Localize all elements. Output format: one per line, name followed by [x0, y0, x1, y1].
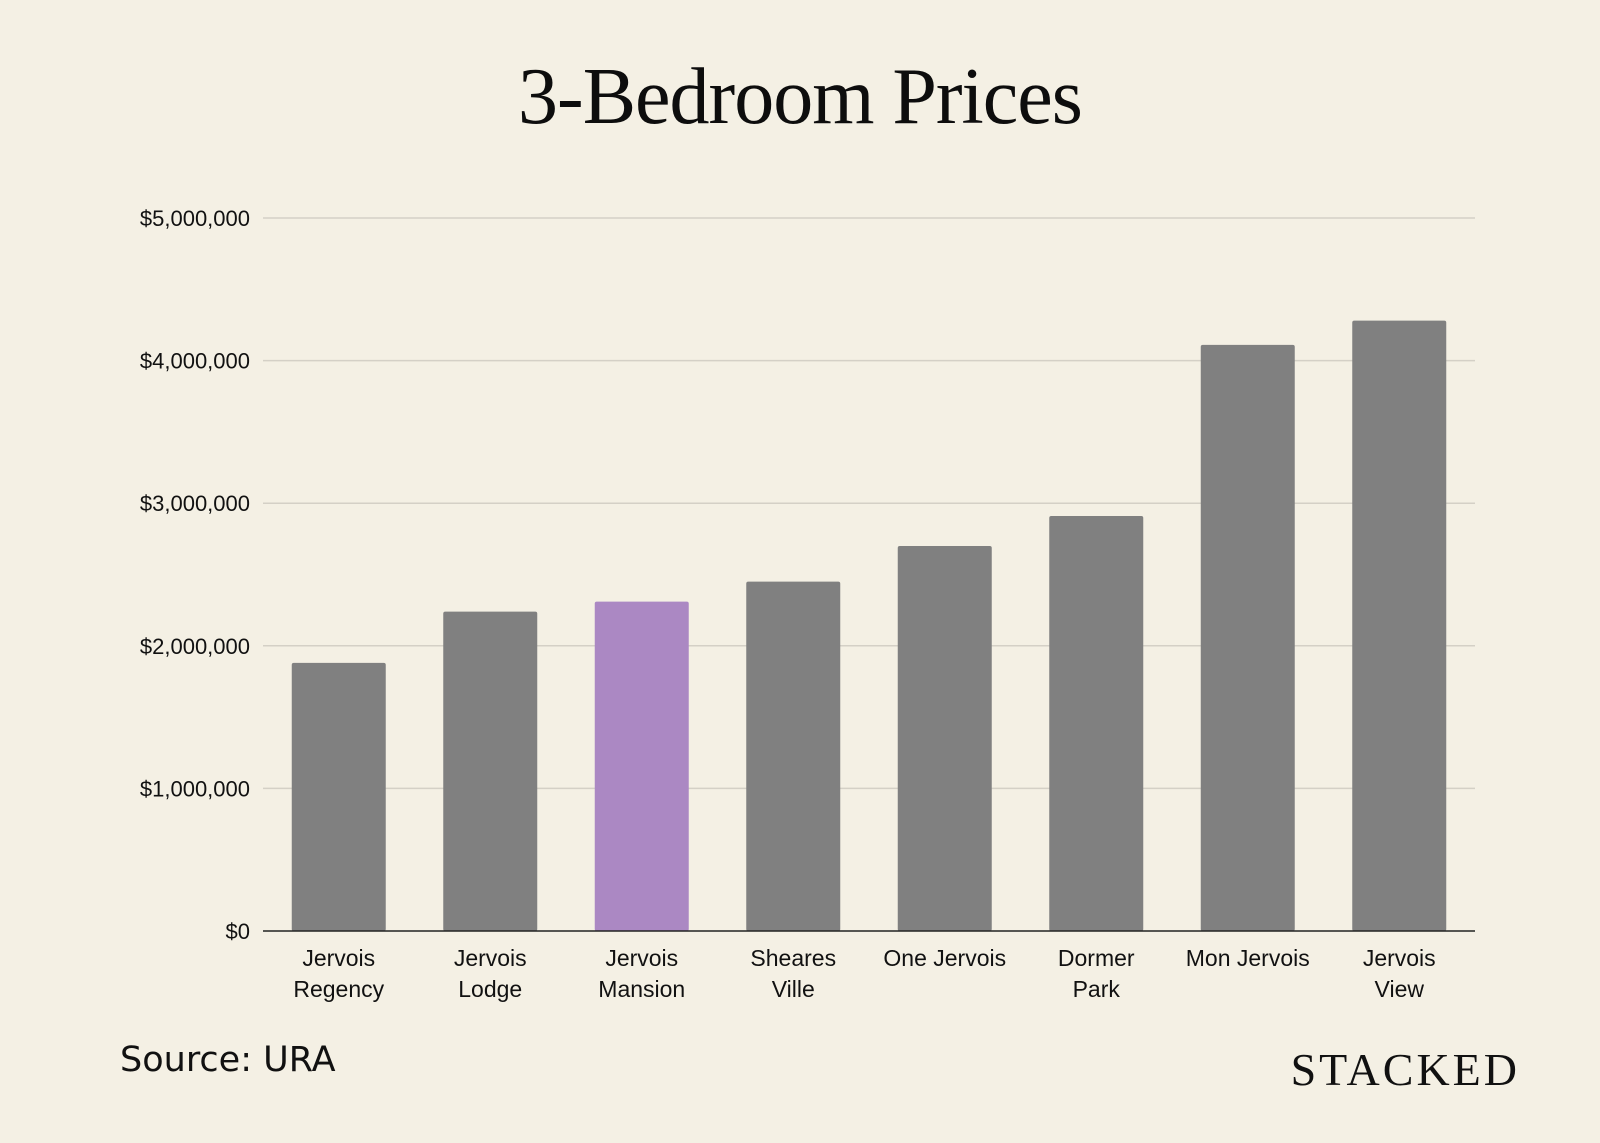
y-tick-label: $3,000,000 [140, 491, 250, 516]
x-tick-label: One Jervois [883, 945, 1006, 971]
bar [594, 601, 689, 931]
y-tick-label: $1,000,000 [140, 776, 250, 801]
bar [1352, 320, 1447, 931]
brand-logo: STACKED [1290, 1044, 1520, 1095]
x-tick-label: Lodge [458, 976, 522, 1002]
x-tick-label: View [1375, 976, 1425, 1002]
bar [1200, 344, 1295, 931]
bar [291, 662, 386, 931]
y-tick-label: $4,000,000 [140, 349, 250, 374]
y-tick-label: $5,000,000 [140, 206, 250, 231]
x-tick-label: Ville [772, 976, 815, 1002]
bar [443, 611, 538, 931]
y-tick-label: $0 [226, 919, 250, 944]
bar-chart: $0 $1,000,000 $2,000,000 $3,000,000 $4,000,0… [140, 206, 1475, 1002]
x-tick-label: Regency [293, 976, 384, 1002]
x-tick-label: Park [1073, 976, 1121, 1002]
bar [1049, 516, 1144, 931]
source-note: Source: URA [120, 1040, 336, 1080]
x-tick-label: Jervois [605, 945, 678, 971]
x-tick-label: Mansion [598, 976, 685, 1002]
x-tick-label: Jervois [1363, 945, 1436, 971]
x-tick-label: Jervois [302, 945, 375, 971]
bar [746, 581, 841, 931]
x-tick-label: Jervois [454, 945, 527, 971]
x-tick-label: Dormer [1058, 945, 1135, 971]
x-tick-label: Sheares [750, 945, 836, 971]
y-tick-label: $2,000,000 [140, 634, 250, 659]
chart-title: 3-Bedroom Prices [518, 53, 1083, 141]
x-tick-label: Mon Jervois [1186, 945, 1310, 971]
bar [897, 545, 992, 931]
